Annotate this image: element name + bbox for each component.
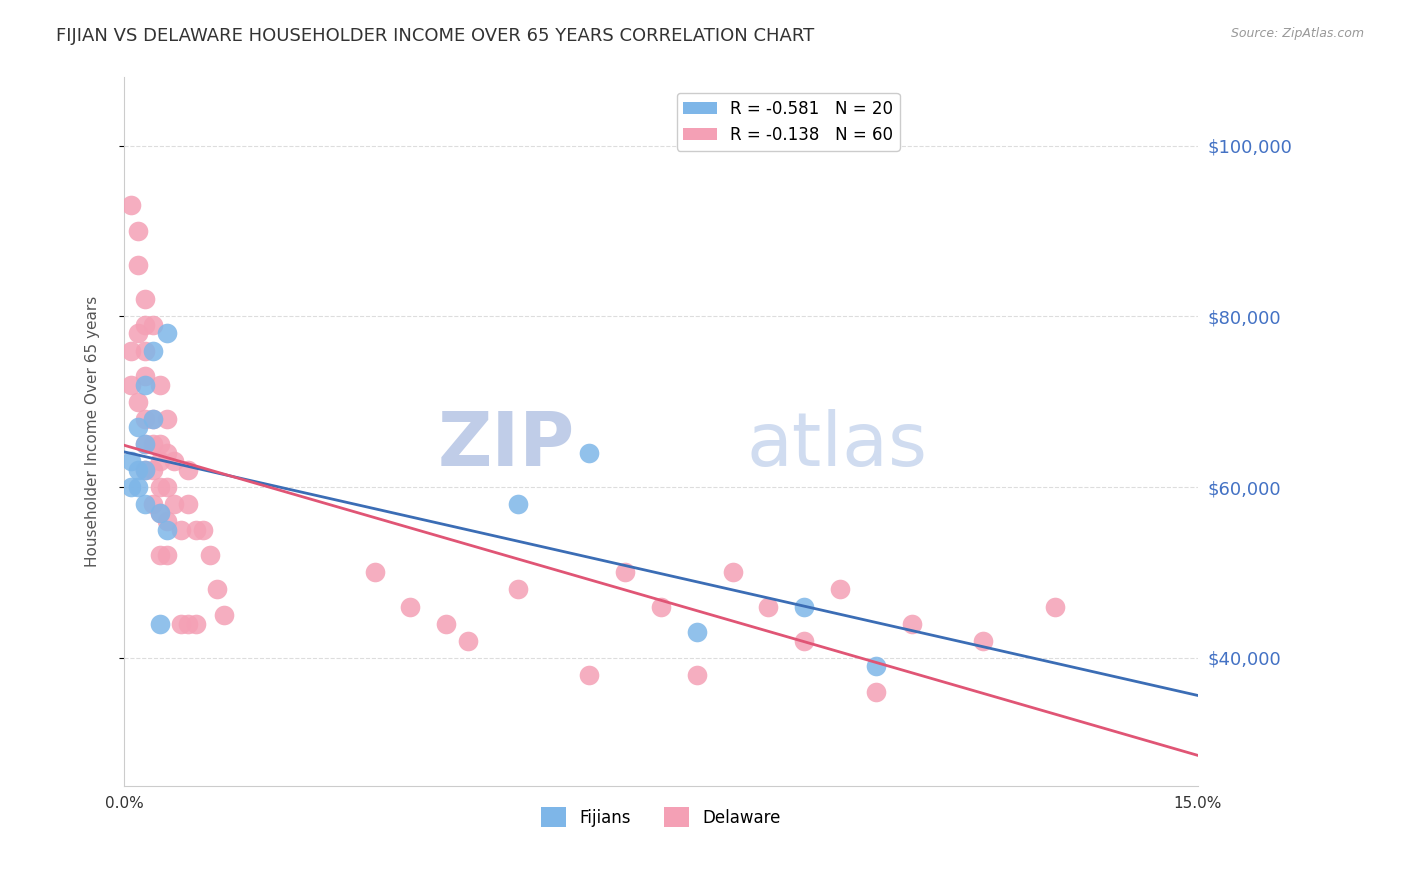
Point xyxy=(793,599,815,614)
Y-axis label: Householder Income Over 65 years: Householder Income Over 65 years xyxy=(86,296,100,567)
Point xyxy=(120,480,142,494)
Point xyxy=(686,625,709,640)
Point xyxy=(177,497,200,511)
Point xyxy=(399,599,422,614)
Point xyxy=(149,437,172,451)
Point xyxy=(156,446,179,460)
Point xyxy=(184,523,207,537)
Point xyxy=(142,463,165,477)
Point xyxy=(149,616,172,631)
Point xyxy=(120,343,142,358)
Point xyxy=(120,198,142,212)
Point xyxy=(163,454,186,468)
Point xyxy=(163,497,186,511)
Point xyxy=(127,258,149,272)
Point xyxy=(156,326,179,341)
Point xyxy=(134,369,156,384)
Point xyxy=(134,293,156,307)
Point xyxy=(134,412,156,426)
Point xyxy=(134,343,156,358)
Text: atlas: atlas xyxy=(747,409,928,483)
Point xyxy=(156,523,179,537)
Point xyxy=(120,454,142,468)
Point xyxy=(142,412,165,426)
Point xyxy=(134,318,156,332)
Point xyxy=(506,497,529,511)
Point xyxy=(149,506,172,520)
Point xyxy=(156,549,179,563)
Point xyxy=(127,224,149,238)
Point xyxy=(149,454,172,468)
Point xyxy=(127,463,149,477)
Point xyxy=(457,633,479,648)
Point xyxy=(156,514,179,528)
Point xyxy=(170,523,193,537)
Point xyxy=(177,463,200,477)
Point xyxy=(127,326,149,341)
Point xyxy=(828,582,851,597)
Text: Source: ZipAtlas.com: Source: ZipAtlas.com xyxy=(1230,27,1364,40)
Point xyxy=(127,480,149,494)
Point xyxy=(134,463,156,477)
Point xyxy=(900,616,922,631)
Point xyxy=(434,616,457,631)
Point xyxy=(134,463,156,477)
Point xyxy=(793,633,815,648)
Point xyxy=(506,582,529,597)
Point xyxy=(142,343,165,358)
Point xyxy=(972,633,994,648)
Point xyxy=(686,668,709,682)
Point xyxy=(149,506,172,520)
Point xyxy=(134,377,156,392)
Text: ZIP: ZIP xyxy=(437,409,575,483)
Point xyxy=(177,616,200,631)
Point xyxy=(184,616,207,631)
Point xyxy=(170,616,193,631)
Point xyxy=(149,549,172,563)
Point xyxy=(614,566,637,580)
Point xyxy=(120,377,142,392)
Point xyxy=(198,549,221,563)
Point xyxy=(142,412,165,426)
Point xyxy=(142,497,165,511)
Point xyxy=(142,318,165,332)
Point xyxy=(156,480,179,494)
Point xyxy=(578,446,600,460)
Point xyxy=(363,566,385,580)
Point xyxy=(865,685,887,699)
Point xyxy=(721,566,744,580)
Point xyxy=(127,420,149,434)
Point xyxy=(191,523,214,537)
Point xyxy=(1043,599,1066,614)
Legend: Fijians, Delaware: Fijians, Delaware xyxy=(534,800,787,834)
Point xyxy=(578,668,600,682)
Point xyxy=(142,437,165,451)
Point xyxy=(756,599,779,614)
Point xyxy=(865,659,887,673)
Point xyxy=(205,582,228,597)
Point xyxy=(650,599,672,614)
Point xyxy=(149,480,172,494)
Point xyxy=(134,437,156,451)
Point xyxy=(149,377,172,392)
Point xyxy=(134,437,156,451)
Point xyxy=(212,608,235,623)
Point xyxy=(134,497,156,511)
Text: FIJIAN VS DELAWARE HOUSEHOLDER INCOME OVER 65 YEARS CORRELATION CHART: FIJIAN VS DELAWARE HOUSEHOLDER INCOME OV… xyxy=(56,27,814,45)
Point xyxy=(156,412,179,426)
Point xyxy=(127,394,149,409)
